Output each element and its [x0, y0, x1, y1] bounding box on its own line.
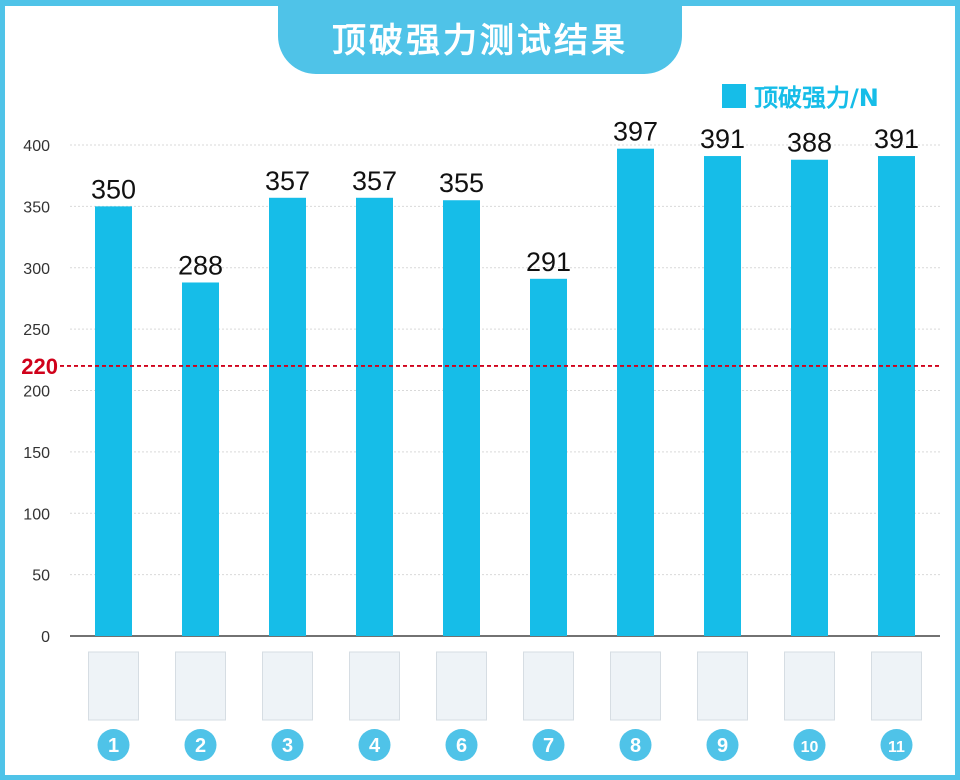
category-label: 4: [369, 735, 381, 757]
data-label: 357: [265, 166, 310, 196]
data-label: 357: [352, 166, 397, 196]
y-tick-label: 400: [23, 138, 50, 155]
category-badge: [445, 729, 478, 761]
category-label: 8: [630, 735, 641, 757]
bar: [878, 156, 915, 637]
bar: [269, 197, 306, 636]
y-tick-label: 150: [23, 445, 50, 462]
bar: [617, 148, 654, 636]
category-badge: [706, 729, 739, 761]
category-label: 2: [195, 735, 206, 757]
y-tick-label: 100: [23, 506, 50, 523]
product-thumbnail: [175, 651, 226, 721]
legend-label: 顶破强力/N: [754, 84, 879, 112]
y-tick-label: 250: [23, 322, 50, 339]
data-label: 388: [787, 128, 832, 158]
data-label: 397: [613, 117, 658, 147]
product-thumbnail: [88, 651, 139, 721]
category-label: 1: [108, 735, 119, 757]
category-badge: [793, 729, 826, 761]
title-tab: 顶破强力测试结果: [278, 0, 682, 74]
bar: [95, 206, 132, 636]
category-badge: [97, 729, 130, 761]
bar: [530, 278, 567, 636]
chart-title: 顶破强力测试结果: [332, 20, 628, 61]
category-label: 6: [456, 735, 467, 757]
y-tick-label: 350: [23, 199, 50, 216]
product-thumbnail: [349, 651, 400, 721]
data-label: 391: [700, 124, 745, 154]
y-tick-label: 300: [23, 261, 50, 278]
legend-swatch: [722, 83, 746, 108]
category-badge: [532, 729, 565, 761]
category-label: 9: [717, 735, 728, 757]
data-label: 355: [439, 168, 484, 198]
category-label: 7: [543, 735, 554, 757]
category-badge: [358, 729, 391, 761]
product-thumbnail: [436, 651, 487, 721]
bar: [791, 159, 828, 637]
y-tick-label: 200: [23, 384, 50, 401]
data-label: 291: [526, 247, 571, 277]
legend: 顶破强力/N: [722, 78, 879, 113]
product-thumbnail: [262, 651, 313, 721]
product-thumbnail: [784, 651, 835, 721]
category-badge: [184, 729, 217, 761]
data-label: 391: [874, 124, 919, 154]
product-thumbnail: [610, 651, 661, 721]
data-label: 350: [91, 174, 136, 204]
product-thumbnail: [523, 651, 574, 721]
category-label: 11: [888, 739, 905, 756]
bar: [443, 200, 480, 637]
category-badge: [880, 729, 913, 761]
y-tick-label: 50: [32, 568, 50, 585]
y-tick-label: 0: [41, 629, 50, 646]
bar: [704, 156, 741, 637]
product-thumbnail: [871, 651, 922, 721]
reference-line-label: 220: [21, 354, 58, 379]
bar: [356, 197, 393, 636]
product-thumbnail: [697, 651, 748, 721]
category-badge: [271, 729, 304, 761]
category-label: 10: [801, 739, 819, 756]
data-label: 288: [178, 250, 223, 280]
category-label: 3: [282, 735, 293, 757]
category-badge: [619, 729, 652, 761]
bar: [182, 282, 219, 636]
